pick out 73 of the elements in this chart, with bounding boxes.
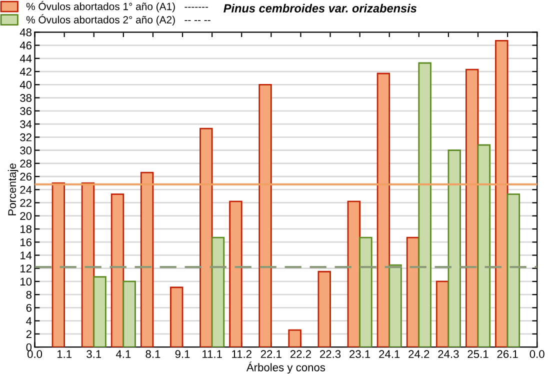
x-tick-label: 24.1 bbox=[379, 350, 400, 358]
y-tick-label: 8 bbox=[26, 290, 32, 299]
bar bbox=[376, 72, 390, 348]
bar bbox=[110, 194, 124, 348]
y-tick-label: 46 bbox=[20, 42, 32, 50]
x-tick-label: 25.1 bbox=[468, 350, 488, 358]
x-axis-title: Árboles y conos bbox=[246, 362, 326, 374]
x-tick-label: 9.1 bbox=[175, 350, 190, 358]
y-tick-label: 2 bbox=[26, 330, 32, 338]
bar bbox=[477, 144, 491, 348]
y-tick-label: 28 bbox=[20, 160, 32, 168]
x-tick-label: 11.1 bbox=[202, 350, 222, 358]
x-tick-label: 24.2 bbox=[408, 350, 430, 358]
legend-label: % Óvulos abortados 1° año (A1) ------- bbox=[26, 1, 208, 12]
x-tick-label: 8.1 bbox=[146, 350, 160, 358]
y-tick-label: 4 bbox=[26, 317, 32, 325]
y-tick-label: 26 bbox=[20, 172, 32, 181]
x-tick-label: 4.1 bbox=[116, 350, 131, 358]
x-tick-label: 11.2 bbox=[232, 350, 252, 358]
bar bbox=[448, 150, 461, 348]
bar bbox=[52, 182, 66, 348]
bar bbox=[229, 200, 242, 348]
bar bbox=[81, 182, 95, 348]
bar bbox=[436, 280, 450, 348]
x-tick-label: 0.0 bbox=[27, 350, 42, 358]
x-tick-label: 23.1 bbox=[350, 350, 370, 358]
bar bbox=[406, 236, 420, 348]
y-tick-label: 48 bbox=[20, 28, 32, 36]
bar bbox=[211, 236, 225, 348]
x-tick-label: 3.1 bbox=[86, 350, 102, 358]
x-tick-label: 26.1 bbox=[497, 350, 518, 358]
y-tick-label: 30 bbox=[20, 146, 32, 154]
legend-label: % Óvulos abortados 2° año (A2) -- -- -- bbox=[26, 14, 210, 26]
bar bbox=[93, 276, 106, 348]
x-tick-label: 22.2 bbox=[290, 350, 311, 358]
y-tick-label: 0 bbox=[26, 343, 32, 352]
bar bbox=[465, 68, 479, 348]
y-tick-label: 10 bbox=[20, 278, 32, 286]
x-tick-label: 0.0 bbox=[530, 350, 544, 358]
bar bbox=[318, 270, 331, 348]
x-tick-label: 24.3 bbox=[438, 350, 459, 358]
y-tick-label: 32 bbox=[20, 133, 32, 142]
y-tick-label: 38 bbox=[20, 94, 32, 102]
bar bbox=[200, 128, 213, 348]
bar bbox=[170, 286, 184, 348]
y-tick-label: 42 bbox=[20, 68, 32, 76]
y-tick-label: 16 bbox=[20, 238, 32, 246]
y-axis-title: Porcentaje bbox=[8, 164, 18, 216]
bar bbox=[506, 194, 520, 348]
y-tick-label: 22 bbox=[20, 199, 32, 207]
y-tick-label: 24 bbox=[20, 186, 32, 194]
y-tick-label: 36 bbox=[20, 107, 32, 116]
bar bbox=[140, 172, 154, 348]
y-tick-label: 6 bbox=[26, 304, 32, 312]
bar bbox=[288, 329, 302, 348]
y-tick-label: 18 bbox=[20, 225, 32, 234]
bar bbox=[359, 236, 372, 348]
bar bbox=[418, 62, 432, 348]
y-tick-label: 12 bbox=[20, 264, 32, 272]
x-tick-label: 22.3 bbox=[320, 350, 341, 358]
bar bbox=[347, 200, 360, 348]
chart-title: Pinus cembroides var. orizabensis bbox=[224, 4, 417, 13]
y-tick-label: 40 bbox=[20, 80, 32, 89]
x-tick-label: 1.1 bbox=[57, 350, 72, 358]
bar bbox=[495, 40, 508, 348]
y-tick-label: 20 bbox=[20, 212, 32, 220]
bar bbox=[388, 264, 402, 348]
bar bbox=[258, 84, 272, 348]
bar bbox=[122, 280, 136, 348]
y-tick-label: 14 bbox=[20, 252, 32, 260]
y-tick-label: 44 bbox=[20, 54, 32, 62]
x-tick-label: 22.1 bbox=[260, 350, 282, 358]
y-tick-label: 34 bbox=[20, 120, 32, 128]
